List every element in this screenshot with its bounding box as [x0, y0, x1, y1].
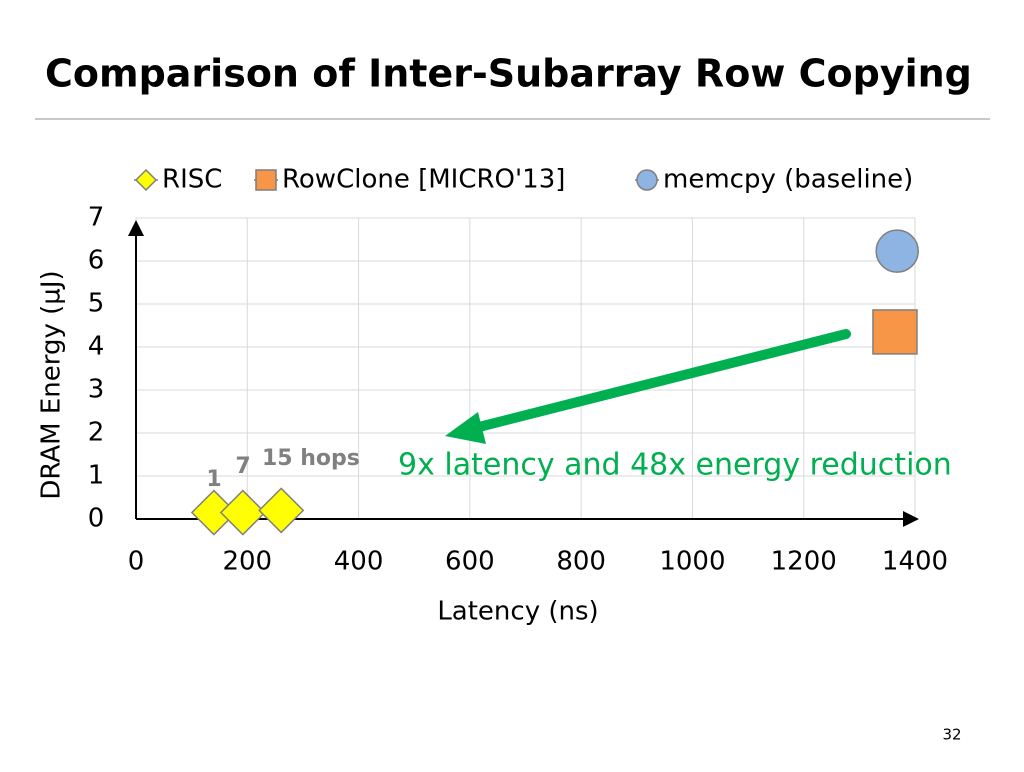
y-tick-label: 7 [88, 203, 105, 233]
legend-label: RowClone [MICRO'13] [282, 165, 565, 195]
x-tick-label: 200 [222, 547, 272, 577]
data-point [219, 489, 266, 536]
y-tick-label: 1 [88, 461, 105, 491]
y-tick-label: 2 [88, 418, 105, 448]
y-axis-label: DRAM Energy (µJ) [37, 270, 67, 499]
x-tick-label: 400 [334, 547, 384, 577]
arrow-head [445, 412, 486, 444]
x-tick-label: 1000 [659, 547, 725, 577]
slide-title: Comparison of Inter-Subarray Row Copying [45, 52, 972, 96]
y-tick-label: 4 [88, 332, 105, 362]
annotation: 1 [206, 467, 221, 492]
y-tick-label: 6 [88, 246, 105, 276]
data-point [875, 229, 919, 273]
legend-label: RISC [162, 165, 222, 195]
legend-label: memcpy (baseline) [663, 165, 913, 195]
x-tick-label: 0 [128, 547, 145, 577]
annotation: 9x latency and 48x energy reduction [398, 448, 952, 483]
legend-marker [636, 169, 658, 191]
annotation: 7 [235, 454, 250, 479]
x-tick-label: 1400 [882, 547, 948, 577]
x-axis-label: Latency (ns) [437, 597, 598, 627]
legend-marker [255, 169, 277, 191]
page-number: 32 [942, 726, 961, 744]
x-tick-label: 1200 [771, 547, 837, 577]
legend-marker [134, 168, 158, 192]
data-point [872, 309, 918, 355]
annotation: 15 hops [262, 446, 360, 471]
y-tick-label: 5 [88, 289, 105, 319]
arrow-shaft [470, 329, 851, 433]
x-tick-label: 600 [445, 547, 495, 577]
y-tick-label: 3 [88, 375, 105, 405]
data-point [258, 487, 305, 534]
x-tick-label: 800 [556, 547, 606, 577]
y-tick-label: 0 [88, 504, 105, 534]
